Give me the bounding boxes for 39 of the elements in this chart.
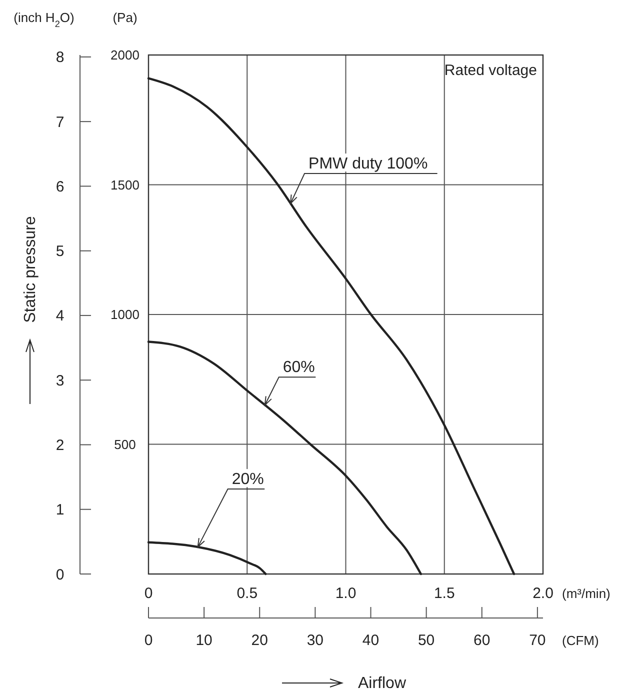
text: Airflow [358,675,406,690]
x2-tick-label: 50 [418,632,435,649]
text: 20% [232,471,264,488]
y2-tick-label: 8 [56,49,64,66]
text: PMW duty 100% [308,156,428,173]
y2-tick-label: 4 [56,308,64,325]
x2-tick-label: 60 [474,632,490,649]
y2-tick-label: 5 [56,243,64,260]
x-axis-title: (m³/min) [562,586,610,601]
annotation: Rated voltage [444,62,537,79]
y2-tick-label: 3 [56,372,64,390]
x2-tick-label: 10 [196,632,212,649]
x2-tick-label: 20 [251,632,268,649]
x2-tick-label: 40 [362,632,380,649]
y2-tick-label: 6 [56,178,64,196]
line-series [147,541,267,576]
y-tick-label: 2000 [110,48,140,63]
y-tick-label: 1000 [110,307,140,322]
x2-tick-label: 70 [529,632,546,649]
x-tick-label: 2.0 [532,585,554,602]
x-tick-label: 1.5 [434,585,455,602]
y-tick-label: 500 [114,436,136,452]
x2-tick-label: 30 [306,632,324,649]
y2-axis-title: (inch H$_{2}$O) [14,10,74,29]
y-axis-title: (Pa) [112,10,138,25]
y2-tick-label: 1 [56,502,64,519]
y2-tick-label: 0 [56,566,64,584]
text: 60% [282,359,315,376]
x2-tick-label: 0 [144,632,153,649]
x-tick-label: 1.0 [335,585,356,602]
x2-axis-title: (CFM) [562,633,599,648]
x-tick-label: 0.5 [236,585,258,602]
y2-tick-label: 7 [56,114,64,131]
y2-tick-label: 2 [56,436,64,454]
line-series [147,77,516,576]
text: Static pressure [22,216,39,323]
x-tick-label: 0 [144,585,153,602]
y-tick-label: 1500 [110,177,140,192]
line-series [147,340,422,576]
